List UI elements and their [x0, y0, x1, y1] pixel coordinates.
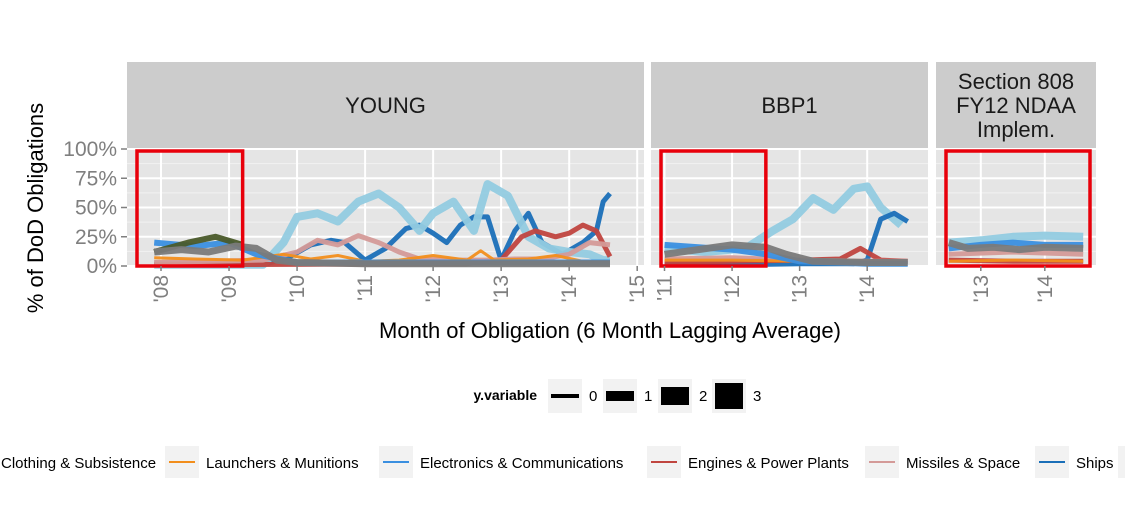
x-tick-label: '14: [1034, 275, 1057, 303]
highlight-box: [944, 149, 1092, 268]
color-key-label: Clothing & Subsistence: [1, 455, 156, 472]
panels-layer: YOUNG '08 '09 '10 '11 '12 '13 '14 '15 BBP1 '11 '12 '…: [63, 62, 1096, 302]
series-line-other: [947, 239, 1084, 254]
series-line-other: [153, 242, 610, 268]
y-tick-label: 0%: [87, 255, 117, 278]
x-tick-label: '14: [558, 275, 581, 303]
strip-label: Section 808: [958, 69, 1074, 94]
color-legend: Clothing & Subsistence Launchers & Muniti…: [1, 446, 1125, 478]
highlight-box: [659, 149, 768, 268]
y-axis: 100% 75% 50% 25% 0%: [63, 138, 127, 278]
y-tick-label: 25%: [75, 226, 117, 249]
size-legend: y.variable 0 1 2 3: [473, 379, 761, 413]
series-line-launchers: [948, 258, 1084, 263]
size-key-label: 0: [589, 388, 597, 405]
y-tick-label: 75%: [75, 167, 117, 190]
x-axis-title: Month of Obligation (6 Month Lagging Ave…: [379, 318, 841, 343]
series-line-other: [664, 241, 908, 266]
x-tick-label: '11: [654, 275, 677, 301]
x-tick-label: '08: [150, 275, 173, 302]
x-tick-label: '09: [218, 275, 241, 302]
strip-label: BBP1: [761, 93, 817, 118]
highlight-box: [135, 149, 245, 268]
x-tick-label: '14: [856, 275, 879, 303]
size-key-label: 2: [699, 388, 707, 405]
panel-1: BBP1 '11 '12 '13 '14: [651, 62, 928, 302]
color-key-label: Electronics & Communications: [420, 455, 623, 472]
x-tick-label: '12: [721, 275, 744, 302]
x-tick-label: '11: [354, 275, 377, 301]
color-key-label: Missiles & Space: [906, 455, 1020, 472]
color-key-label: Ships: [1076, 455, 1114, 472]
color-key-label: Launchers & Munitions: [206, 455, 359, 472]
series-group: [153, 180, 613, 269]
series-group: [947, 231, 1084, 264]
series-line-ships_light: [154, 180, 610, 269]
panel-0: YOUNG '08 '09 '10 '11 '12 '13 '14 '15: [127, 62, 649, 302]
series-line-ships_light: [948, 231, 1084, 247]
size-legend-title: y.variable: [473, 387, 537, 403]
strip-bg: [127, 62, 644, 148]
color-key-label: Engines & Power Plants: [688, 455, 849, 472]
x-tick-label: '13: [789, 275, 812, 302]
color-key-background-clipped: [1118, 446, 1125, 478]
size-key-label: 3: [753, 388, 761, 405]
strip-label: FY12 NDAA: [956, 93, 1076, 118]
x-tick-label: '15: [626, 275, 649, 302]
x-tick-label: '13: [490, 275, 513, 302]
size-key-label: 1: [644, 388, 652, 405]
strip-bg: [651, 62, 928, 148]
x-tick-label: '13: [970, 275, 993, 302]
strip-label: YOUNG: [345, 93, 426, 118]
y-tick-label: 100%: [63, 138, 117, 161]
x-tick-label: '12: [422, 275, 445, 302]
y-tick-label: 50%: [75, 197, 117, 220]
strip-bg: [936, 62, 1096, 148]
y-axis-title: % of DoD Obligations: [23, 103, 48, 313]
strip-label: Implem.: [977, 117, 1055, 142]
x-tick-label: '10: [286, 275, 309, 302]
